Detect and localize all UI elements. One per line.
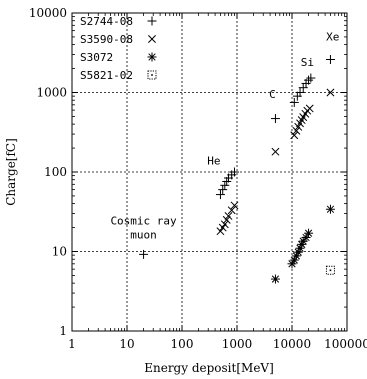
data-point-plus bbox=[325, 55, 335, 65]
y-tick-label: 1 bbox=[59, 324, 67, 338]
x-tick-label: 10 bbox=[119, 337, 134, 351]
data-point-x bbox=[305, 104, 314, 113]
data-point-plus bbox=[295, 88, 305, 97]
data-point-plus bbox=[289, 97, 299, 107]
annotation-he: He bbox=[207, 154, 220, 167]
data-point-plus bbox=[218, 185, 228, 195]
data-point-x bbox=[271, 147, 280, 156]
y-axis-title: Charge[fC] bbox=[4, 138, 18, 206]
y-tick-label: 1000 bbox=[36, 86, 67, 100]
data-point-plus bbox=[306, 73, 316, 83]
x-tick-label: 1000 bbox=[222, 337, 253, 351]
data-point-x bbox=[220, 220, 229, 229]
data-point-x bbox=[230, 201, 239, 210]
legend-marker bbox=[147, 16, 157, 26]
data-point-x bbox=[292, 126, 301, 135]
annotation-xe: Xe bbox=[326, 31, 339, 44]
data-point-x bbox=[224, 211, 233, 220]
y-tick-label: 100 bbox=[44, 165, 67, 179]
legend-label: S5821-02 bbox=[80, 69, 133, 82]
y-tick-label: 10000 bbox=[29, 6, 67, 20]
data-point-star bbox=[270, 274, 280, 284]
data-point-plus bbox=[139, 249, 149, 259]
legend: S2744-08 S3590-08 S3072 S5821-02 bbox=[80, 15, 157, 82]
data-point-dotted-square bbox=[325, 265, 335, 275]
data-point-x bbox=[326, 88, 335, 97]
legend-label: S2744-08 bbox=[80, 15, 133, 28]
data-point-plus bbox=[270, 114, 280, 124]
data-point-plus bbox=[220, 180, 230, 190]
x-tick-label: 100000 bbox=[324, 337, 367, 351]
x-tick-label: 10000 bbox=[273, 337, 311, 351]
data-point-plus bbox=[304, 75, 314, 85]
data-point-x bbox=[222, 215, 231, 224]
legend-marker bbox=[147, 52, 157, 62]
data-point-plus bbox=[215, 190, 225, 200]
data-point-x bbox=[216, 227, 225, 236]
data-point-x bbox=[227, 206, 236, 215]
legend-label: S3072 bbox=[80, 51, 113, 64]
data-point-x bbox=[290, 131, 299, 140]
legend-marker bbox=[147, 70, 157, 80]
annotations: Cosmic ray muon He C Si Xe bbox=[110, 31, 339, 242]
data-point-star bbox=[295, 243, 305, 253]
data-point-star bbox=[325, 204, 335, 214]
x-axis-title: Energy deposit[MeV] bbox=[144, 361, 274, 375]
data-point-plus bbox=[229, 167, 239, 177]
legend-marker bbox=[148, 35, 156, 43]
x-tick-label: 100 bbox=[171, 337, 194, 351]
annotation-si: Si bbox=[301, 56, 314, 69]
axis-ticks: 1 10 100 1000 10000 100000 1 10 100 1000 10000 bbox=[29, 6, 367, 351]
y-tick-label: 10 bbox=[52, 245, 67, 259]
x-tick-label: 1 bbox=[68, 337, 76, 351]
data-point-star bbox=[304, 228, 314, 238]
annotation-cosmic: Cosmic ray muon bbox=[110, 214, 177, 241]
annotation-c: C bbox=[269, 88, 276, 101]
data-points bbox=[139, 55, 335, 284]
legend-label: S3590-08 bbox=[80, 33, 133, 46]
data-point-star bbox=[289, 255, 299, 265]
